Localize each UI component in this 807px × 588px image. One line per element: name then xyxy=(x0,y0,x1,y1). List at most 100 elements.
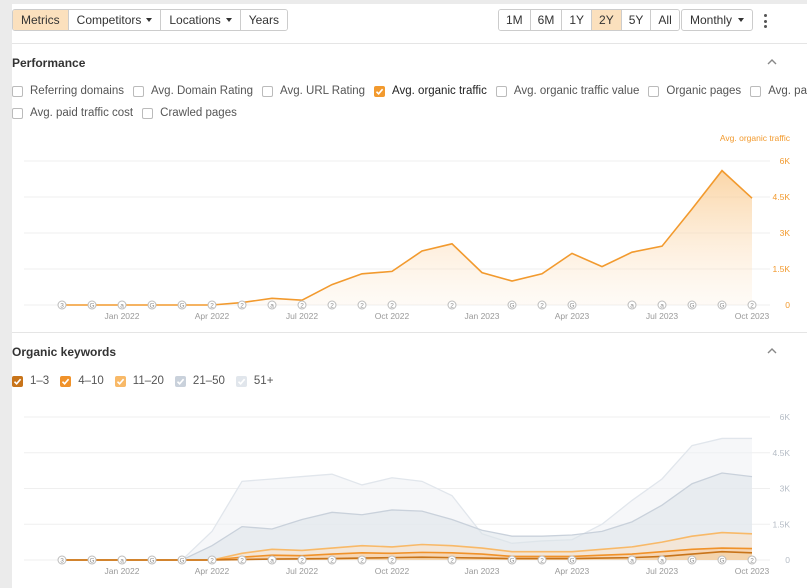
annotation-marker[interactable]: 2 xyxy=(237,555,247,565)
annotation-marker[interactable]: 2 xyxy=(747,555,757,565)
annotation-marker[interactable]: a xyxy=(627,300,637,310)
chevron-up-icon[interactable] xyxy=(767,346,777,356)
annotation-marker[interactable]: 2 xyxy=(447,300,457,310)
range-all[interactable]: All xyxy=(651,10,679,30)
checkbox-organic-pages[interactable]: Organic pages xyxy=(648,85,741,97)
annotation-marker[interactable]: a xyxy=(627,555,637,565)
range-1m[interactable]: 1M xyxy=(499,10,531,30)
checkbox-label: Crawled pages xyxy=(160,107,237,119)
annotation-marker[interactable]: a xyxy=(117,555,127,565)
annotation-marker[interactable]: G xyxy=(147,300,157,310)
y-tick-label: 1.5K xyxy=(773,519,791,529)
marker-glyph: G xyxy=(719,303,724,310)
marker-glyph: 2 xyxy=(750,558,754,565)
annotation-marker[interactable]: 2 xyxy=(537,555,547,565)
annotation-marker[interactable]: G xyxy=(567,300,577,310)
checkbox-avg-paid-traffic-cost[interactable]: Avg. paid traffic cost xyxy=(12,107,133,119)
annotation-marker[interactable]: a xyxy=(267,300,277,310)
annotation-marker[interactable]: 3 xyxy=(57,555,67,565)
annotation-marker[interactable]: G xyxy=(507,555,517,565)
annotation-marker[interactable]: a xyxy=(267,555,277,565)
marker-circle xyxy=(537,300,547,310)
annotation-marker[interactable]: G xyxy=(687,555,697,565)
checkbox-empty-icon xyxy=(495,85,507,97)
annotation-marker[interactable]: a xyxy=(117,300,127,310)
annotation-marker[interactable]: a xyxy=(657,300,667,310)
annotation-marker[interactable]: 2 xyxy=(327,300,337,310)
checkbox-label: Avg. paid traffic cost xyxy=(30,107,134,119)
annotation-marker[interactable]: a xyxy=(657,555,667,565)
annotation-marker[interactable]: G xyxy=(717,300,727,310)
annotation-marker[interactable]: 2 xyxy=(327,555,337,565)
checkbox-avg-paid-traffic[interactable]: Avg. paid traffic xyxy=(750,85,807,97)
tab-years[interactable]: Years xyxy=(240,10,287,30)
annotation-marker[interactable]: 2 xyxy=(537,300,547,310)
interval-label: Monthly xyxy=(690,13,733,27)
checkbox-21-50[interactable]: 21–50 xyxy=(174,375,225,387)
checkbox-label: Referring domains xyxy=(30,85,124,97)
range-label: 1M xyxy=(506,13,523,27)
annotation-marker[interactable]: 2 xyxy=(747,300,757,310)
annotation-marker[interactable]: G xyxy=(717,555,727,565)
tab-metrics[interactable]: Metrics xyxy=(13,10,69,30)
annotation-marker[interactable]: G xyxy=(687,300,697,310)
annotation-marker[interactable]: G xyxy=(147,555,157,565)
annotation-marker[interactable]: G xyxy=(177,300,187,310)
x-tick-label: Jan 2022 xyxy=(105,566,140,576)
tab-competitors[interactable]: Competitors xyxy=(68,10,162,30)
annotation-marker[interactable]: 2 xyxy=(237,300,247,310)
marker-circle xyxy=(117,300,127,310)
checkbox-1-3[interactable]: 1–3 xyxy=(12,375,49,387)
interval-dropdown[interactable]: Monthly xyxy=(681,9,754,31)
annotation-marker[interactable]: G xyxy=(177,555,187,565)
annotation-marker[interactable]: 2 xyxy=(357,555,367,565)
marker-circle xyxy=(717,555,727,565)
checkbox-avg-domain-rating[interactable]: Avg. Domain Rating xyxy=(132,85,253,97)
marker-glyph: G xyxy=(689,558,694,565)
annotation-marker[interactable]: 2 xyxy=(447,555,457,565)
y-tick-label: 3K xyxy=(780,484,791,494)
tab-locations[interactable]: Locations xyxy=(161,10,241,30)
checkbox-4-10[interactable]: 4–10 xyxy=(60,375,104,387)
checkbox-avg-url-rating[interactable]: Avg. URL Rating xyxy=(262,85,365,97)
annotation-marker[interactable]: 2 xyxy=(207,300,217,310)
annotation-marker[interactable]: 2 xyxy=(387,300,397,310)
range-2y[interactable]: 2Y xyxy=(592,10,622,30)
chevron-up-icon[interactable] xyxy=(767,57,777,67)
y-tick-label: 6K xyxy=(780,412,791,422)
checkbox-avg-organic-traffic-value[interactable]: Avg. organic traffic value xyxy=(495,85,639,97)
marker-glyph: 2 xyxy=(360,558,364,565)
range-6m[interactable]: 6M xyxy=(530,10,563,30)
checkbox-avg-organic-traffic[interactable]: Avg. organic traffic xyxy=(374,85,487,97)
annotation-marker[interactable]: 2 xyxy=(207,555,217,565)
annotation-marker[interactable]: G xyxy=(87,300,97,310)
annotation-marker[interactable]: 2 xyxy=(297,300,307,310)
marker-glyph: 3 xyxy=(60,558,64,565)
y-tick-label: 6K xyxy=(780,156,791,166)
marker-glyph: G xyxy=(89,558,94,565)
marker-glyph: G xyxy=(509,303,514,310)
annotation-marker[interactable]: G xyxy=(87,555,97,565)
tab-label: Years xyxy=(248,13,279,27)
date-range-toolbar: 1M 6M 1Y 2Y 5Y All xyxy=(498,9,680,31)
checkbox-51[interactable]: 51+ xyxy=(235,375,273,387)
checkbox-checked-icon xyxy=(12,375,23,387)
range-1y[interactable]: 1Y xyxy=(562,10,593,30)
checkbox-checked-icon xyxy=(374,85,386,97)
range-5y[interactable]: 5Y xyxy=(621,10,652,30)
checkbox-11-20[interactable]: 11–20 xyxy=(114,375,164,387)
annotation-marker[interactable]: 2 xyxy=(357,300,367,310)
tab-label: Locations xyxy=(169,13,221,27)
checkbox-referring-domains[interactable]: Referring domains xyxy=(12,85,124,97)
checkbox-crawled-pages[interactable]: Crawled pages xyxy=(142,107,237,119)
annotation-marker[interactable]: G xyxy=(507,300,517,310)
x-tick-label: Jan 2023 xyxy=(465,311,500,321)
marker-glyph: 3 xyxy=(60,303,64,310)
annotation-marker[interactable]: 2 xyxy=(387,555,397,565)
annotation-marker[interactable]: 3 xyxy=(57,300,67,310)
chevron-down-icon xyxy=(225,18,232,22)
kebab-menu-icon[interactable] xyxy=(762,14,768,28)
marker-glyph: a xyxy=(660,303,664,310)
annotation-marker[interactable]: G xyxy=(567,555,577,565)
annotation-marker[interactable]: 2 xyxy=(297,555,307,565)
